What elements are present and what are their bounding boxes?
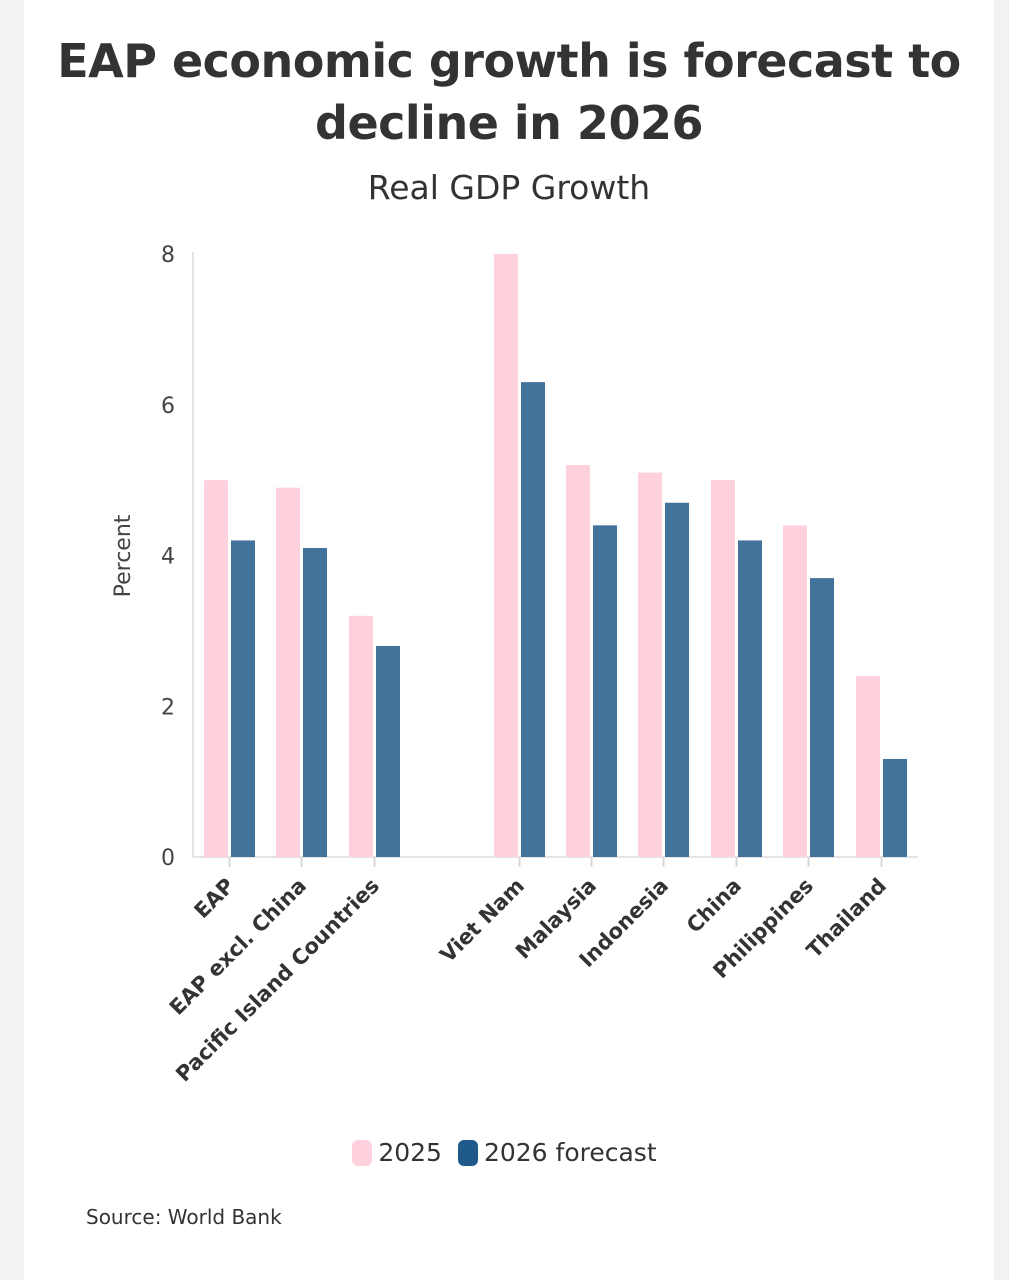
y-tick-label: 0 [161,846,175,871]
legend-label-2025: 2025 [378,1138,442,1167]
legend-item-2025[interactable]: 2025 [352,1138,442,1167]
y-tick-label: 4 [161,545,175,570]
y-tick-label: 6 [161,394,175,419]
y-tick-label: 8 [161,243,175,268]
chart-title: EAP economic growth is forecast to decli… [57,34,961,150]
x-tick-label: China [682,874,746,938]
bar-2026-forecast[interactable] [376,645,400,857]
bar-2025[interactable] [711,480,735,857]
x-tick-label: Thailand [802,874,891,963]
bar-2026-forecast[interactable] [231,540,255,857]
legend-label-2026-forecast: 2026 forecast [483,1138,657,1167]
x-tick-label: EAP [190,874,239,923]
bar-2026-forecast[interactable] [521,382,545,857]
bar-2026-forecast[interactable] [883,759,907,857]
bar-2025[interactable] [783,525,807,857]
chart-subtitle: Real GDP Growth [367,168,651,207]
bar-2025[interactable] [494,254,518,857]
bar-2025[interactable] [638,472,662,857]
x-tick-label: EAP excl. China [165,874,311,1020]
bar-2025[interactable] [856,676,880,857]
bar-2026-forecast[interactable] [810,578,834,857]
bar-2025[interactable] [349,615,373,857]
source-note: Source: World Bank [86,1205,282,1229]
bar-2026-forecast[interactable] [303,547,327,857]
y-tick-label: 2 [161,695,175,720]
y-axis-label: Percent [111,514,136,597]
bar-2025[interactable] [276,487,300,857]
bar-2026-forecast[interactable] [665,502,689,857]
x-tick-label: Viet Nam [435,874,529,968]
bar-2025[interactable] [566,465,590,857]
legend-swatch-2025 [352,1139,373,1166]
bar-2026-forecast[interactable] [738,540,762,857]
bar-2026-forecast[interactable] [593,525,617,857]
bar-2025[interactable] [204,480,228,857]
chart-legend: 2025 2026 forecast [0,1138,1009,1167]
legend-item-2026-forecast[interactable]: 2026 forecast [457,1138,657,1167]
legend-swatch-2026-forecast [457,1139,478,1166]
